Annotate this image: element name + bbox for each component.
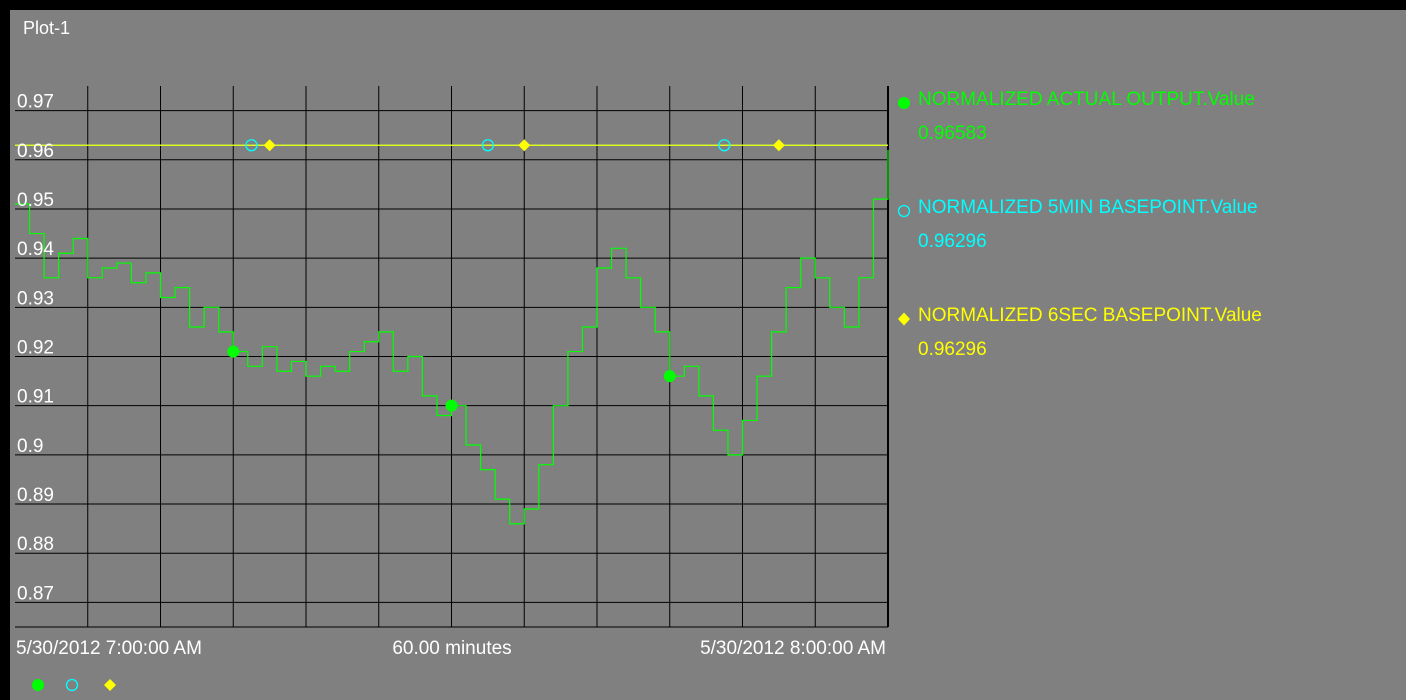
x-axis-start-label: 5/30/2012 7:00:00 AM bbox=[16, 638, 202, 659]
y-tick-label: 0.92 bbox=[17, 338, 54, 359]
legend-entry-5min-basepoint[interactable]: NORMALIZED 5MIN BASEPOINT.Value 0.96296 bbox=[893, 194, 1393, 302]
plot-title: Plot-1 bbox=[23, 18, 71, 38]
filled-circle-icon[interactable] bbox=[28, 675, 48, 695]
y-tick-label: 0.88 bbox=[17, 534, 54, 555]
data-point-marker bbox=[263, 139, 276, 152]
diamond-icon bbox=[898, 312, 910, 326]
y-tick-label: 0.94 bbox=[17, 239, 54, 260]
open-circle-icon bbox=[897, 204, 911, 218]
legend-series-value: 0.96296 bbox=[918, 339, 987, 360]
legend-series-value: 0.96583 bbox=[918, 123, 987, 144]
data-point-marker bbox=[772, 139, 785, 152]
data-point-marker bbox=[663, 370, 676, 383]
diamond-icon[interactable] bbox=[100, 675, 120, 695]
y-tick-label: 0.95 bbox=[17, 190, 54, 211]
legend: NORMALIZED ACTUAL OUTPUT.Value 0.96583 N… bbox=[893, 86, 1393, 410]
y-tick-label: 0.91 bbox=[17, 387, 54, 408]
legend-series-name: NORMALIZED ACTUAL OUTPUT.Value bbox=[918, 89, 1255, 110]
legend-entry-6sec-basepoint[interactable]: NORMALIZED 6SEC BASEPOINT.Value 0.96296 bbox=[893, 302, 1393, 410]
x-axis-end-label: 5/30/2012 8:00:00 AM bbox=[700, 638, 886, 659]
y-tick-label: 0.89 bbox=[17, 485, 54, 506]
y-tick-label: 0.9 bbox=[17, 436, 43, 457]
legend-entry-actual-output[interactable]: NORMALIZED ACTUAL OUTPUT.Value 0.96583 bbox=[893, 86, 1393, 194]
y-tick-label: 0.97 bbox=[17, 92, 54, 113]
x-axis-span-label: 60.00 minutes bbox=[392, 638, 511, 659]
y-tick-label: 0.93 bbox=[17, 288, 54, 309]
data-point-marker bbox=[481, 139, 495, 152]
filled-circle-icon bbox=[898, 97, 910, 109]
open-circle-icon[interactable] bbox=[62, 675, 82, 695]
data-point-marker bbox=[445, 399, 458, 412]
data-point-marker bbox=[227, 345, 240, 358]
data-point-marker bbox=[245, 139, 258, 152]
legend-series-value: 0.96296 bbox=[918, 231, 987, 252]
y-tick-label: 0.96 bbox=[17, 141, 54, 162]
legend-series-name: NORMALIZED 6SEC BASEPOINT.Value bbox=[918, 305, 1262, 326]
data-point-marker bbox=[718, 139, 731, 152]
legend-series-name: NORMALIZED 5MIN BASEPOINT.Value bbox=[918, 197, 1258, 218]
y-tick-label: 0.87 bbox=[17, 583, 54, 604]
data-point-marker bbox=[518, 139, 531, 152]
